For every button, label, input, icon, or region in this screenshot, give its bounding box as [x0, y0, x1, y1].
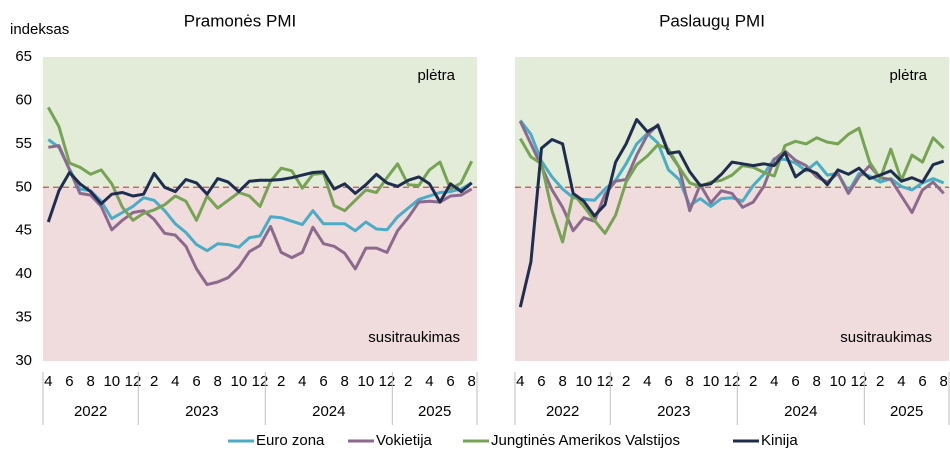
x-tick-label: 4 [643, 373, 651, 390]
x-tick-label: 12 [379, 373, 396, 390]
x-tick-label: 6 [791, 373, 799, 390]
x-tick-label: 10 [830, 373, 847, 390]
x-tick-label: 8 [213, 373, 221, 390]
year-label: 2022 [546, 403, 579, 420]
x-tick-label: 6 [446, 373, 454, 390]
x-tick-label: 12 [125, 373, 142, 390]
year-label: 2024 [784, 403, 817, 420]
x-tick-label: 10 [230, 373, 247, 390]
x-tick-label: 2 [150, 373, 158, 390]
x-tick-label: 2 [876, 373, 884, 390]
y-tick-label: 45 [15, 222, 32, 239]
annotation: susitraukimas [368, 329, 460, 346]
series-line [46, 170, 473, 223]
x-tick-label: 8 [813, 373, 821, 390]
x-tick-label: 12 [851, 373, 868, 390]
series-line [519, 126, 945, 244]
x-tick-label: 8 [685, 373, 693, 390]
x-tick-label: 8 [940, 373, 948, 390]
year-label: 2024 [312, 403, 345, 420]
x-tick-label: 4 [171, 373, 179, 390]
x-tick-label: 10 [575, 373, 592, 390]
x-tick-label: 6 [918, 373, 926, 390]
x-tick-label: 10 [702, 373, 719, 390]
x-tick-label: 4 [770, 373, 778, 390]
series-line [47, 138, 473, 253]
x-tick-label: 10 [103, 373, 120, 390]
x-tick-label: 4 [44, 373, 52, 390]
legend-label: Euro zona [256, 432, 325, 449]
series-line [518, 118, 945, 308]
x-tick-label: 2 [622, 373, 630, 390]
y-tick-label: 65 [15, 48, 32, 65]
x-tick-label: 12 [724, 373, 741, 390]
series-line [46, 106, 474, 222]
x-tick-label: 8 [468, 373, 476, 390]
x-tick-label: 8 [341, 373, 349, 390]
expansion-region [43, 57, 477, 188]
year-label: 2022 [74, 403, 107, 420]
y-tick-label: 30 [15, 352, 32, 369]
x-tick-label: 8 [86, 373, 94, 390]
series-line [48, 144, 473, 287]
legend-label: Vokietija [376, 432, 433, 449]
year-label: 2025 [890, 403, 923, 420]
y-tick-label: 55 [15, 135, 32, 152]
chart-title: Paslaugų PMI [659, 11, 765, 30]
annotation: plėtra [417, 67, 455, 84]
x-tick-label: 8 [558, 373, 566, 390]
annotation: plėtra [889, 67, 927, 84]
x-tick-label: 10 [358, 373, 375, 390]
x-tick-label: 4 [516, 373, 524, 390]
contraction-region [515, 187, 949, 361]
x-tick-label: 6 [319, 373, 327, 390]
x-tick-label: 4 [425, 373, 433, 390]
expansion-region [515, 57, 949, 188]
y-tick-label: 50 [15, 178, 32, 195]
y-tick-label: 60 [15, 91, 32, 108]
x-tick-label: 2 [404, 373, 412, 390]
chart-title: Pramonės PMI [184, 11, 296, 30]
legend-label: Kinija [761, 432, 798, 449]
year-label: 2023 [185, 403, 218, 420]
y-tick-label: 40 [15, 265, 32, 282]
x-tick-label: 12 [597, 373, 614, 390]
x-tick-label: 2 [277, 373, 285, 390]
x-tick-label: 6 [192, 373, 200, 390]
x-tick-label: 12 [252, 373, 269, 390]
y-tick-label: 35 [15, 309, 32, 326]
x-tick-label: 6 [664, 373, 672, 390]
x-tick-label: 4 [897, 373, 905, 390]
year-label: 2025 [418, 403, 451, 420]
y-axis-label: indeksas [10, 21, 69, 38]
x-tick-label: 6 [537, 373, 545, 390]
legend-label: Jungtinės Amerikos Valstijos [491, 432, 680, 449]
annotation: susitraukimas [840, 329, 932, 346]
x-tick-label: 6 [65, 373, 73, 390]
x-tick-label: 2 [749, 373, 757, 390]
x-tick-label: 4 [298, 373, 306, 390]
year-label: 2023 [657, 403, 690, 420]
